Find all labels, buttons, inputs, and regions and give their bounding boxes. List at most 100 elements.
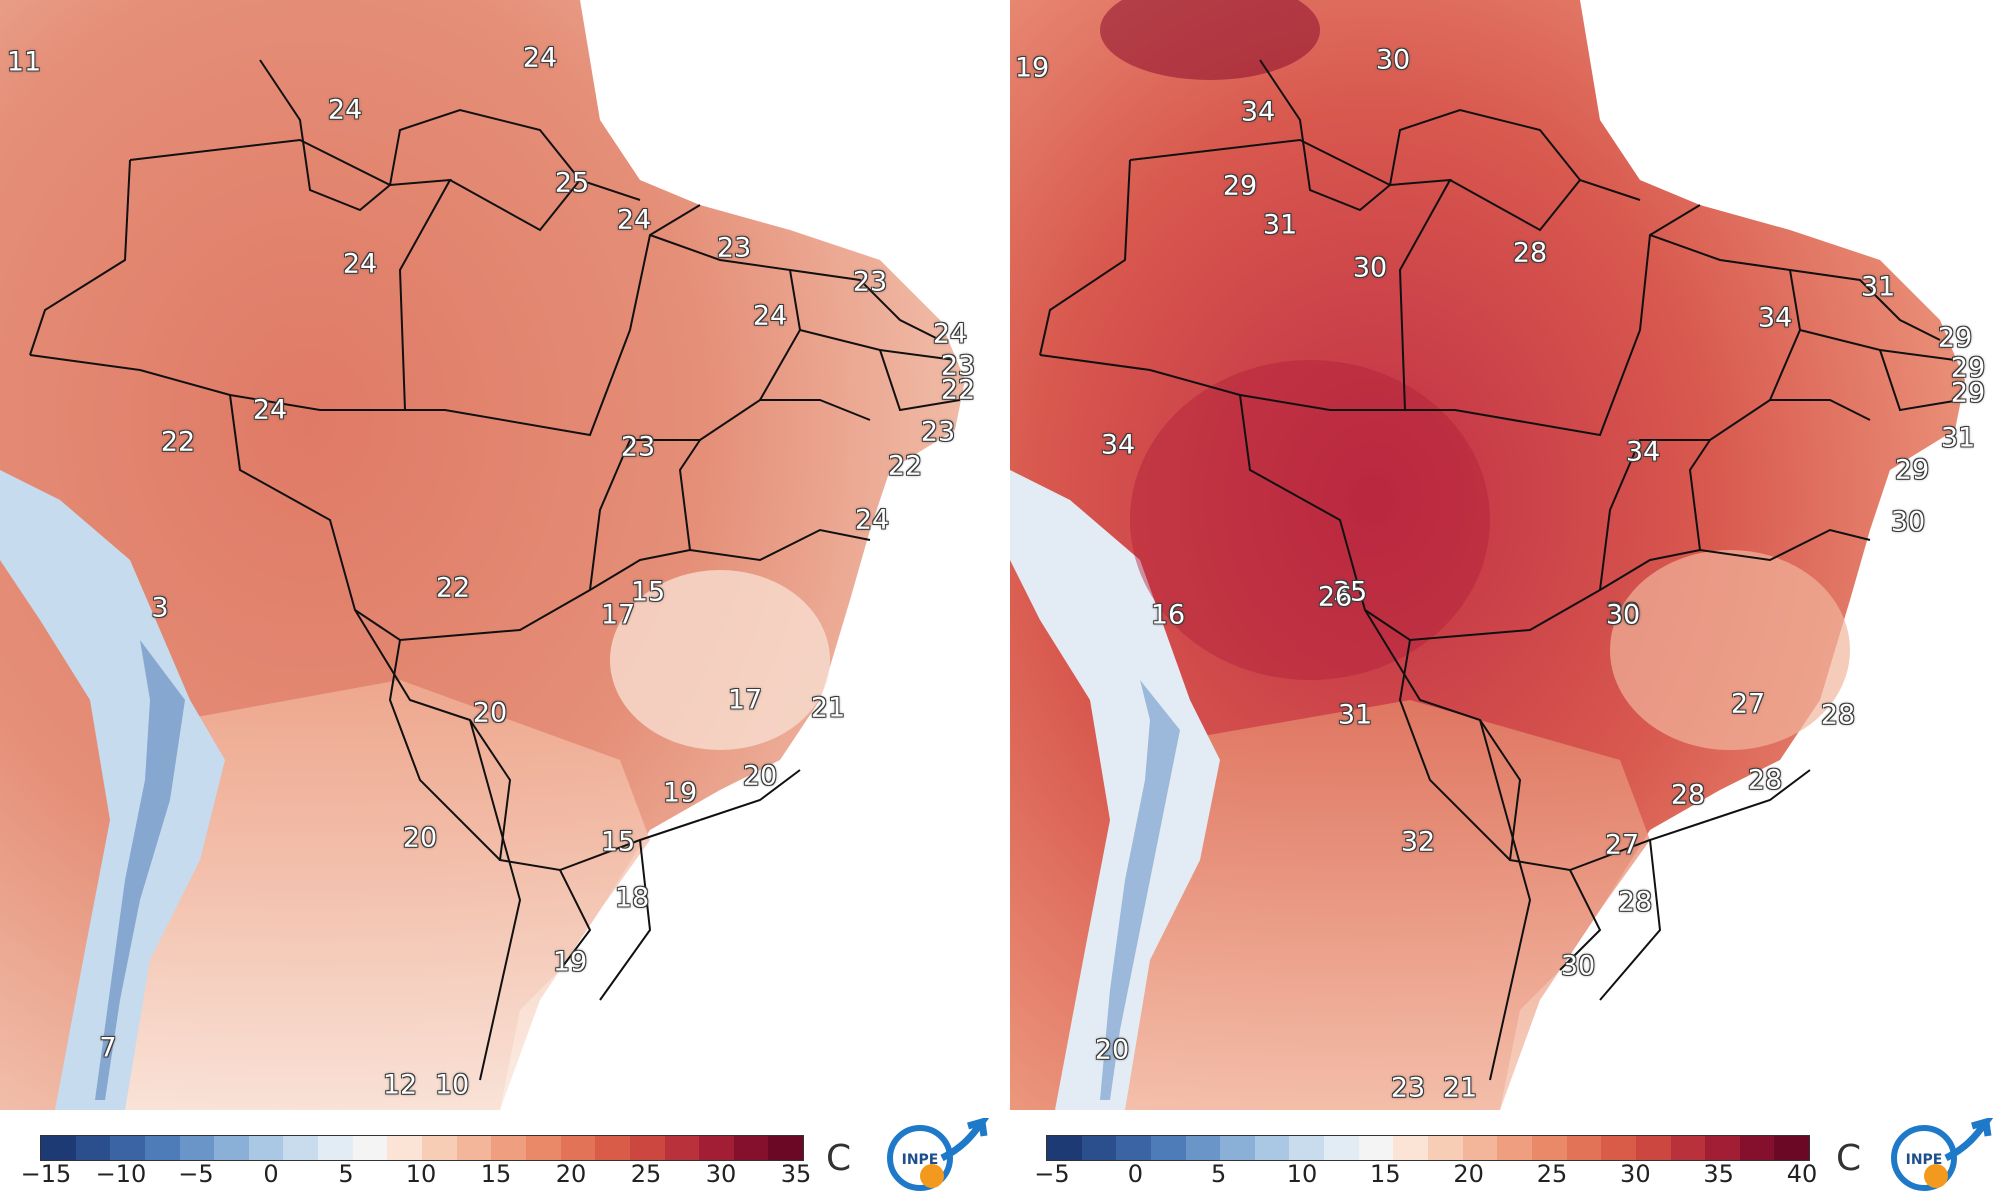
colorbar-tick-label: −5 xyxy=(1034,1160,1070,1188)
colorbar-swatch xyxy=(1047,1136,1082,1160)
temperature-value-label: 25 xyxy=(554,167,590,199)
colorbar-swatch xyxy=(283,1136,319,1160)
colorbar-tick-label: 5 xyxy=(1211,1160,1227,1188)
colorbar-swatch xyxy=(1254,1136,1290,1160)
colorbar-swatch xyxy=(318,1136,353,1160)
colorbar-swatch xyxy=(41,1136,76,1160)
temperature-value-label: 23 xyxy=(716,232,752,264)
colorbar-tick-label: 40 xyxy=(1786,1160,1818,1188)
temperature-value-label: 22 xyxy=(435,572,471,604)
temperature-value-label: 20 xyxy=(402,822,438,854)
temperature-value-label: 29 xyxy=(1894,454,1930,486)
colorbar-swatch xyxy=(1324,1136,1359,1160)
inpe-logo: INPE xyxy=(1891,1118,1994,1191)
temperature-value-label: 19 xyxy=(552,946,588,978)
colorbar-tick-label: 5 xyxy=(338,1160,354,1188)
temperature-value-label: 29 xyxy=(1222,170,1258,202)
temperature-value-label: 23 xyxy=(1390,1072,1426,1104)
temperature-value-label: 3 xyxy=(151,592,169,624)
temperature-value-label: 23 xyxy=(852,266,888,298)
colorbar-swatch xyxy=(75,1136,111,1160)
colorbar-tick-label: 0 xyxy=(1127,1160,1143,1188)
north-hot-zone xyxy=(1100,0,1320,80)
colorbar-swatch xyxy=(1393,1136,1429,1160)
colorbar-swatch xyxy=(560,1136,596,1160)
temperature-value-label: 28 xyxy=(1617,886,1653,918)
southeast-mild-zone xyxy=(1610,550,1850,750)
colorbar-tick-label: 30 xyxy=(1620,1160,1651,1188)
temperature-value-label: 29 xyxy=(1950,377,1986,409)
colorbar-tick-label: 10 xyxy=(1286,1160,1318,1188)
temperature-value-label: 30 xyxy=(1605,598,1641,630)
colorbar-swatch xyxy=(422,1136,457,1160)
colorbar-swatch xyxy=(1739,1136,1775,1160)
max-temperature-map xyxy=(1010,0,1965,1110)
colorbar-swatch xyxy=(110,1136,145,1160)
temperature-value-label: 16 xyxy=(1150,599,1186,631)
colorbar-tick-label: 15 xyxy=(480,1160,512,1188)
colorbar-tick-label: 25 xyxy=(630,1160,662,1188)
central-hot-zone xyxy=(1130,360,1490,680)
colorbar-swatch xyxy=(1428,1136,1463,1160)
temperature-value-label: 20 xyxy=(472,697,508,729)
temperature-value-label: 30 xyxy=(1560,950,1596,982)
max-temperature-panel: 19 30 34 29 31 28 30 31 34 29 29 29 31 29 34 34 30 30 35 26… xyxy=(1010,0,2000,1194)
colorbar-swatch xyxy=(664,1136,700,1160)
temperature-value-label: 28 xyxy=(1512,237,1548,269)
colorbar-tick-label: 0 xyxy=(263,1160,279,1188)
temperature-value-label: 18 xyxy=(614,882,650,914)
temperature-value-label: 31 xyxy=(1337,699,1373,731)
temperature-value-label: 22 xyxy=(940,374,976,406)
colorbar-swatch xyxy=(768,1136,804,1160)
colorbar-swatch xyxy=(595,1136,630,1160)
inpe-logo-text: INPE xyxy=(902,1152,939,1168)
temperature-value-label: 19 xyxy=(662,777,698,809)
andes-cool-zone xyxy=(1010,470,1220,1110)
temperature-value-label: 35 xyxy=(1332,576,1368,608)
temperature-value-label: 22 xyxy=(887,450,923,482)
andes-core xyxy=(1100,680,1180,1100)
colorbar-tick-label: 30 xyxy=(705,1160,737,1188)
colorbar-swatch xyxy=(1081,1136,1117,1160)
temperature-value-label: 26 xyxy=(1317,581,1353,613)
colorbar-swatch xyxy=(456,1136,492,1160)
inpe-logo: INPE xyxy=(887,1118,990,1191)
colorbar-tick-label: 20 xyxy=(555,1160,587,1188)
state-borders xyxy=(29,59,961,1081)
min-temperature-map xyxy=(0,0,965,1110)
temperature-value-label: 24 xyxy=(752,300,788,332)
colorbar-swatch xyxy=(179,1136,215,1160)
max-temperature-unit: C xyxy=(1836,1138,1862,1179)
temperature-value-label: 20 xyxy=(1094,1034,1130,1066)
colorbar-tick-label: 10 xyxy=(405,1160,437,1188)
temperature-value-label: 27 xyxy=(1730,688,1766,720)
temperature-value-label: 22 xyxy=(160,426,196,458)
colorbar-tick-label: 25 xyxy=(1536,1160,1568,1188)
colorbar-swatch xyxy=(1185,1136,1221,1160)
temperature-value-label: 28 xyxy=(1747,764,1783,796)
colorbar-swatch xyxy=(1497,1136,1532,1160)
colorbar-swatch xyxy=(1670,1136,1706,1160)
colorbar-swatch xyxy=(1289,1136,1325,1160)
colorbar-tick-label: 15 xyxy=(1370,1160,1401,1188)
colorbar-swatch xyxy=(1531,1136,1567,1160)
temperature-value-label: 34 xyxy=(1757,302,1793,334)
temperature-value-label: 24 xyxy=(854,504,890,536)
min-temperature-colorbar xyxy=(40,1135,804,1161)
temperature-value-label: 29 xyxy=(1950,352,1986,384)
temperature-value-label: 15 xyxy=(600,826,636,858)
temperature-value-label: 21 xyxy=(810,692,846,724)
temperature-value-label: 28 xyxy=(1820,699,1856,731)
max-temperature-colorbar xyxy=(1046,1135,1810,1161)
temperature-value-label: 17 xyxy=(600,599,636,631)
temperature-value-label: 32 xyxy=(1400,826,1436,858)
temperature-value-label: 23 xyxy=(620,431,656,463)
temperature-value-label: 29 xyxy=(1937,322,1973,354)
colorbar-tick-label: −15 xyxy=(20,1160,72,1188)
temperature-value-label: 34 xyxy=(1100,429,1136,461)
temperature-value-label: 21 xyxy=(1442,1072,1478,1104)
temperature-value-label: 34 xyxy=(1625,436,1661,468)
temperature-value-label: 15 xyxy=(630,576,666,608)
temperature-value-label: 31 xyxy=(1940,422,1976,454)
colorbar-swatch xyxy=(214,1136,249,1160)
